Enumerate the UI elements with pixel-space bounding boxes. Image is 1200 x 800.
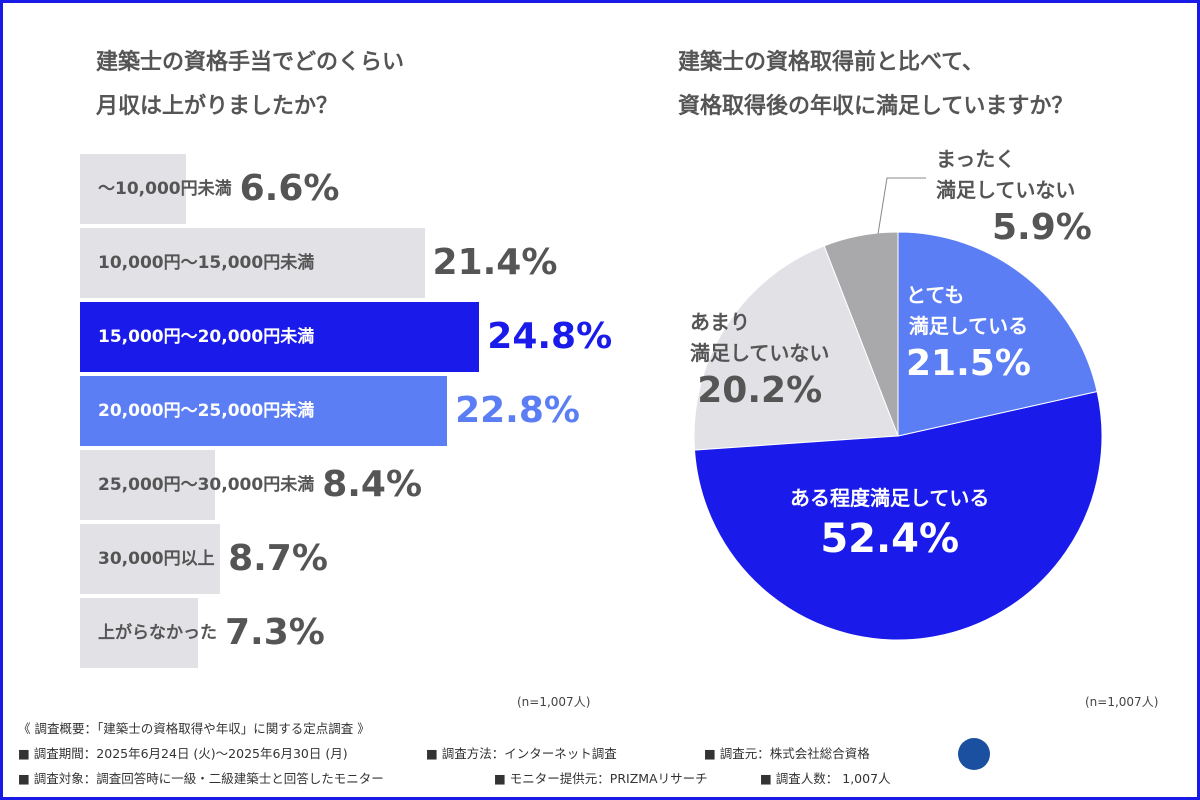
bar [80, 524, 221, 594]
survey-source: ■ 調査元：株式会社総合資格 [704, 746, 870, 761]
slice-value: 21.5% [906, 343, 1031, 384]
bar-value-label: 22.8% [455, 390, 580, 431]
slice-label-line: まったく [936, 147, 1016, 171]
survey-provider: ■ モニター提供元：PRIZMAリサーチ [494, 771, 708, 786]
bar-chart-title: 建築士の資格手当でどのくらい 月収は上がりましたか？ [96, 44, 404, 126]
bar [80, 598, 198, 668]
survey-count: ■ 調査人数： 1,007人 [760, 771, 891, 786]
bar-category-label: 15,000円〜20,000円未満 [98, 327, 315, 347]
company-logo [958, 738, 996, 770]
slice-label-line: 満足している [908, 314, 1029, 338]
slice-value: 20.2% [697, 370, 823, 411]
pie-label-not-very-satisfied: あまり 満足していない 20.2% [690, 307, 829, 413]
bar [80, 376, 448, 446]
slice-label-line: とても [906, 283, 965, 307]
pie-slice [693, 390, 1103, 641]
bar-category-label: 10,000円〜15,000円未満 [98, 253, 315, 273]
bar-title-line-2: 月収は上がりましたか？ [96, 94, 339, 119]
pie-slice [693, 245, 899, 451]
survey-row-1: ■ 調査期間：2025年6月24日 (火)〜2025年6月30日 (月) ■ 調査… [18, 743, 870, 762]
bar-value-label: 8.7% [228, 538, 328, 579]
pie-title-line-2: 資格取得後の年収に満足していますか？ [678, 94, 1074, 119]
bar-category-label: 30,000円以上 [98, 549, 215, 569]
bar [80, 154, 187, 224]
survey-target: ■ 調査対象：調査回答時に一級・二級建築士と回答したモニター [18, 771, 384, 786]
pie-title-line-1: 建築士の資格取得前と比べて、 [678, 50, 985, 75]
survey-period: ■ 調査期間：2025年6月24日 (火)〜2025年6月30日 (月) [18, 746, 348, 761]
pie-sample-size: (n=1,007人) [1085, 695, 1159, 709]
logo-mark-icon [958, 738, 990, 770]
survey-heading: 《 調査概要：「建築士の資格取得や年収」に関する定点調査 》 [18, 721, 370, 736]
bar-value-label: 8.4% [322, 464, 423, 505]
bar-value-label: 21.4% [432, 242, 558, 283]
bar-value-label: 24.8% [487, 316, 613, 357]
bar [80, 450, 216, 520]
slice-value: 5.9% [992, 207, 1092, 248]
slice-label-line: 満足していない [936, 178, 1076, 202]
bar-category-label: 〜10,000円未満 [98, 179, 232, 199]
slice-label-line: ある程度満足している [790, 486, 990, 510]
survey-method: ■ 調査方法：インターネット調査 [426, 746, 617, 761]
slice-label-line: 満足していない [690, 341, 830, 365]
bar-category-label: 25,000円〜30,000円未満 [98, 475, 315, 495]
slice-value: 52.4% [820, 516, 960, 562]
pie-label-somewhat-satisfied: ある程度満足している 52.4% [790, 483, 989, 564]
bar-sample-size: (n=1,007人) [517, 695, 591, 709]
bar-category-label: 上がらなかった [98, 623, 217, 643]
pie-label-very-satisfied: とても 満足している 21.5% [906, 280, 1031, 386]
leader-line [877, 177, 926, 235]
bar [80, 228, 425, 298]
bar-title-line-1: 建築士の資格手当でどのくらい [96, 50, 405, 75]
bar [80, 302, 480, 372]
bar-category-label: 20,000円〜25,000円未満 [98, 401, 315, 421]
slice-label-line: あまり [690, 310, 750, 334]
bar-value-label: 6.6% [239, 168, 340, 209]
pie-slice [897, 231, 1098, 437]
pie-chart-title: 建築士の資格取得前と比べて、 資格取得後の年収に満足していますか？ [678, 44, 1073, 126]
survey-row-2: ■ 調査対象：調査回答時に一級・二級建築士と回答したモニター ■ モニター提供元：… [18, 768, 891, 787]
pie-label-not-satisfied-at-all: まったく 満足していない 5.9% [936, 144, 1092, 250]
bar-value-label: 7.3% [225, 612, 325, 653]
